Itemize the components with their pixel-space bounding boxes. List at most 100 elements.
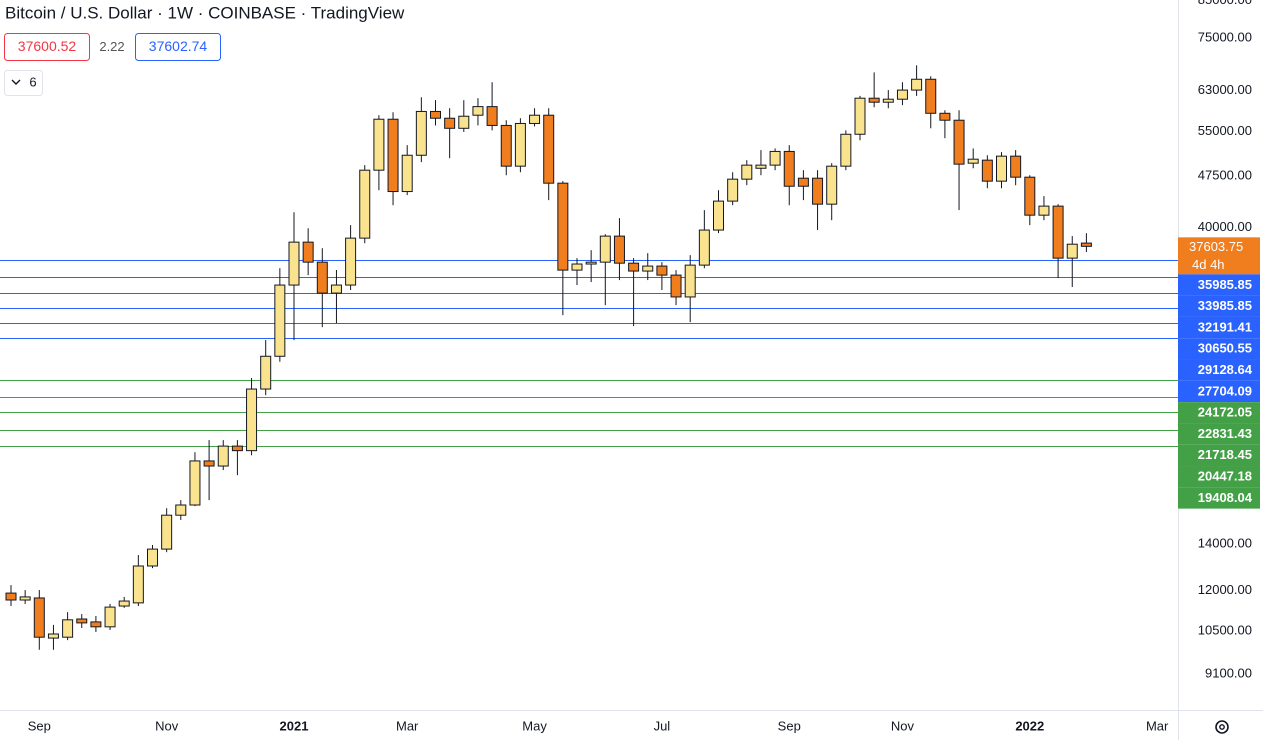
candle-body [868, 97, 880, 103]
level-label: 21718.45 [1198, 447, 1252, 462]
indicator-toggle[interactable] [4, 70, 43, 96]
candle-body [896, 89, 908, 100]
candle-body [812, 177, 824, 205]
candle-body [246, 388, 258, 452]
bid-box[interactable] [4, 33, 90, 61]
level-label-box [1178, 380, 1260, 403]
candle-body [500, 124, 512, 167]
gear-hub [1219, 724, 1225, 730]
level-label: 32191.41 [1198, 319, 1252, 334]
candle-body [444, 117, 456, 129]
settings-icon[interactable] [1215, 720, 1229, 734]
candle-body [585, 261, 597, 265]
x-tick-label: Mar [396, 718, 419, 733]
candle-body [826, 165, 838, 205]
candle-body [783, 150, 795, 187]
candle-body [529, 114, 541, 124]
y-tick-label: 63000.00 [1198, 82, 1252, 97]
x-tick-label: Nov [891, 718, 915, 733]
level-label-box [1178, 402, 1260, 424]
candle-body [599, 235, 611, 263]
level-label-box [1178, 444, 1260, 467]
level-label-box [1178, 295, 1260, 317]
x-tick-label: 2022 [1015, 718, 1044, 733]
level-label-box [1178, 316, 1260, 339]
level-label: 24172.05 [1198, 405, 1252, 420]
candle-body [90, 621, 102, 628]
x-tick-label: Sep [778, 718, 801, 733]
candle-body [387, 118, 399, 193]
candle-body [118, 600, 130, 607]
y-tick-label: 47500.00 [1198, 167, 1252, 182]
chart-title: Bitcoin / U.S. Dollar · 1W · COINBASE · … [5, 3, 405, 22]
level-label-box [1178, 338, 1260, 360]
candle-body [840, 133, 852, 167]
candle-body [19, 596, 31, 601]
level-label: 19408.04 [1198, 490, 1253, 505]
candle-body [882, 98, 894, 103]
candle-body [713, 200, 724, 231]
candle-body [514, 122, 526, 167]
y-tick-label: 12000.00 [1198, 582, 1252, 597]
candle-body [33, 597, 45, 638]
candle-body [642, 265, 654, 272]
candle-body [613, 235, 625, 264]
candle-body [981, 159, 993, 182]
y-tick-label: 40000.00 [1198, 219, 1252, 234]
x-tick-label: May [522, 718, 547, 733]
candle-body [302, 241, 314, 263]
level-label: 22831.43 [1198, 426, 1252, 441]
candle-body [260, 355, 272, 390]
candle-body [359, 169, 371, 239]
candle-body [472, 106, 484, 116]
candle-body [175, 504, 187, 516]
x-tick-label: 2021 [280, 718, 309, 733]
candle-body [769, 150, 781, 166]
time-axis [0, 710, 1178, 740]
candle-body [486, 106, 498, 126]
candle-body [939, 112, 951, 121]
candle-body [1038, 205, 1050, 216]
candle-body [628, 262, 640, 272]
candle-body [132, 565, 144, 604]
level-label: 30650.55 [1198, 341, 1252, 356]
level-label: 20447.18 [1198, 468, 1252, 483]
candle-body [415, 110, 427, 156]
level-label-box [1178, 487, 1260, 509]
candle-body [5, 592, 17, 601]
last-price: 37603.75 [1189, 239, 1243, 254]
candle-body [373, 118, 385, 171]
candle-body [104, 606, 116, 628]
candle-body [189, 460, 201, 506]
spread: 2.22 [99, 39, 124, 54]
last-price-box [1178, 237, 1260, 275]
candle-body [231, 445, 243, 452]
candle-body [571, 263, 583, 271]
candle-body [401, 154, 413, 193]
level-label: 33985.85 [1198, 298, 1252, 313]
x-tick-label: Sep [28, 718, 51, 733]
x-tick-label: Jul [654, 718, 671, 733]
candle-body [161, 514, 173, 550]
y-tick-label: 9100.00 [1205, 665, 1252, 680]
candle-body [62, 619, 74, 638]
candle-body [47, 633, 59, 639]
candle-body [1066, 243, 1078, 259]
candle-body [274, 284, 286, 357]
candle-body [430, 110, 441, 119]
bid-price: 37600.52 [18, 38, 77, 54]
candle-body [698, 229, 710, 266]
candle-body [1010, 155, 1022, 178]
candle-body [147, 548, 158, 567]
candle-body [543, 114, 555, 184]
level-label: 35985.85 [1198, 277, 1252, 292]
y-tick-label: 75000.00 [1198, 30, 1252, 45]
y-tick-label: 85000.00 [1198, 0, 1252, 7]
ask-box[interactable] [135, 33, 221, 61]
countdown: 4d 4h [1192, 257, 1225, 272]
candle-body [1080, 242, 1092, 247]
plot-area [0, 65, 1178, 650]
candle-body [458, 115, 470, 129]
candle-body [316, 261, 328, 294]
